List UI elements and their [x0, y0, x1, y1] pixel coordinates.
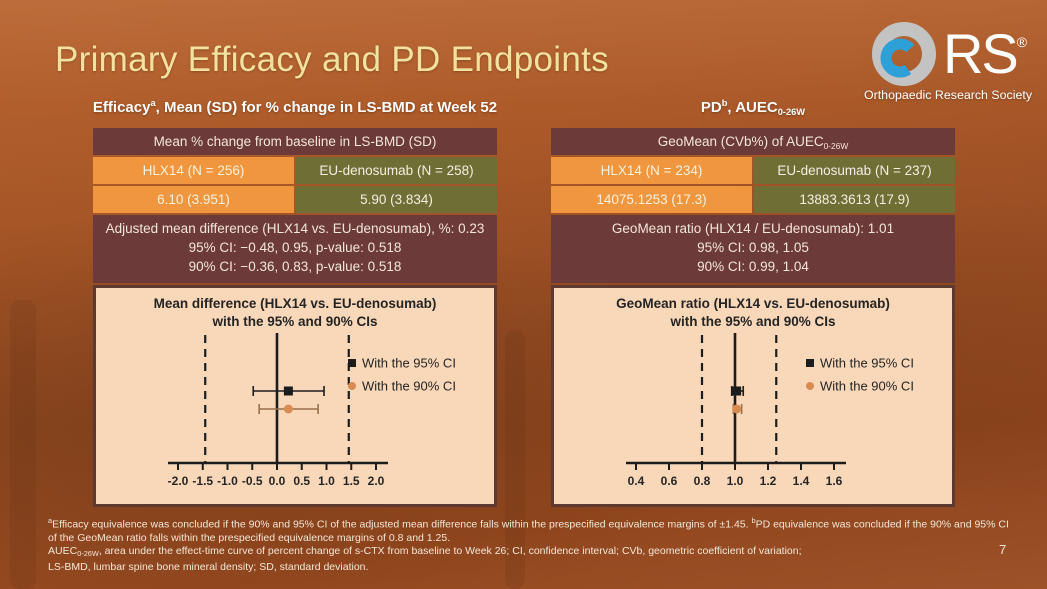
svg-text:1.0: 1.0: [727, 474, 744, 488]
svg-text:1.4: 1.4: [793, 474, 810, 488]
ors-logo-subtitle: Orthopaedic Research Society: [863, 88, 1033, 102]
efficacy-panel-heading: Efficacya, Mean (SD) for % change in LS-…: [92, 98, 498, 116]
pd-panel-heading: PDb, AUEC0-26W: [700, 98, 806, 117]
background-cactus-silhouette: [10, 300, 36, 589]
efficacy-stats-block: Adjusted mean difference (HLX14 vs. EU-d…: [93, 215, 497, 283]
pd-90ci-line: 90% CI: 0.99, 1.04: [697, 259, 809, 274]
svg-text:2.0: 2.0: [368, 474, 385, 488]
svg-text:0.5: 0.5: [293, 474, 310, 488]
efficacy-forest-chart: -2.0 -1.5 -1.0 -0.5 0.0 0.5 1.0 1.5 2.0 With the …: [168, 332, 456, 488]
svg-text:-1.0: -1.0: [217, 474, 238, 488]
efficacy-eu-denosumab-column-label: EU-denosumab (N = 258): [296, 157, 497, 184]
pd-table-header: GeoMean (CVb%) of AUEC0-26W: [551, 128, 955, 155]
efficacy-table-header: Mean % change from baseline in LS-BMD (S…: [93, 128, 497, 155]
svg-text:-1.5: -1.5: [192, 474, 213, 488]
pd-95ci-line: 95% CI: 0.98, 1.05: [697, 240, 809, 255]
svg-text:With the 90% CI: With the 90% CI: [362, 378, 456, 393]
efficacy-hlx14-value: 6.10 (3.951): [93, 186, 294, 213]
footnote-line: of the GeoMean ratio falls within the pr…: [48, 531, 451, 544]
pd-forest-chart: 0.4 0.6 0.8 1.0 1.2 1.4 1.6 With the 95% CI With…: [626, 332, 914, 488]
svg-text:1.2: 1.2: [760, 474, 777, 488]
efficacy-90ci-line: 90% CI: −0.36, 0.83, p-value: 0.518: [188, 259, 402, 274]
svg-text:With the 95% CI: With the 95% CI: [820, 355, 914, 370]
footnote-line: LS-BMD, lumbar spine bone mineral densit…: [48, 560, 369, 573]
pd-forest-plot: GeoMean ratio (HLX14 vs. EU-denosumab) w…: [551, 285, 955, 507]
svg-text:0.8: 0.8: [694, 474, 711, 488]
pd-table: GeoMean (CVb%) of AUEC0-26W HLX14 (N = 2…: [551, 128, 955, 507]
pd-eu-denosumab-column-label: EU-denosumab (N = 237): [754, 157, 955, 184]
efficacy-95ci-line: 95% CI: −0.48, 0.95, p-value: 0.518: [188, 240, 402, 255]
pd-geomean-ratio: GeoMean ratio (HLX14 / EU-denosumab): 1.…: [611, 221, 895, 236]
svg-text:1.0: 1.0: [318, 474, 335, 488]
svg-text:With the 90% CI: With the 90% CI: [820, 378, 914, 393]
page-title: Primary Efficacy and PD Endpoints: [55, 40, 609, 79]
svg-text:With the 95% CI: With the 95% CI: [362, 355, 456, 370]
pd-panel: PDb, AUEC0-26W GeoMean (CVb%) of AUEC0-2…: [551, 98, 955, 507]
footnote-line: aEfficacy equivalence was concluded if t…: [48, 516, 1009, 531]
svg-text:-2.0: -2.0: [168, 474, 189, 488]
svg-text:0.4: 0.4: [628, 474, 645, 488]
table-row: 6.10 (3.951) 5.90 (3.834): [93, 186, 497, 213]
efficacy-adjusted-mean-difference: Adjusted mean difference (HLX14 vs. EU-d…: [105, 221, 485, 236]
pd-hlx14-value: 14075.1253 (17.3): [551, 186, 752, 213]
efficacy-plot-title: Mean difference (HLX14 vs. EU-denosumab)…: [153, 296, 437, 329]
footnote-line: AUEC0-26W, area under the effect-time cu…: [48, 545, 802, 559]
svg-text:-0.5: -0.5: [242, 474, 263, 488]
efficacy-eu-denosumab-value: 5.90 (3.834): [296, 186, 497, 213]
ors-logo-o-mark: [871, 22, 936, 86]
svg-text:1.6: 1.6: [826, 474, 843, 488]
pd-plot-title: GeoMean ratio (HLX14 vs. EU-denosumab) w…: [616, 296, 890, 329]
table-row: HLX14 (N = 256) EU-denosumab (N = 258): [93, 157, 497, 184]
table-row: HLX14 (N = 234) EU-denosumab (N = 237): [551, 157, 955, 184]
svg-text:0.6: 0.6: [661, 474, 678, 488]
ors-logo: RS® Orthopaedic Research Society: [856, 18, 1040, 102]
efficacy-hlx14-column-label: HLX14 (N = 256): [93, 157, 294, 184]
footnotes: aEfficacy equivalence was concluded if t…: [48, 514, 1040, 574]
svg-text:0.0: 0.0: [269, 474, 286, 488]
pd-eu-denosumab-value: 13883.3613 (17.9): [754, 186, 955, 213]
registered-trademark-icon: ®: [1016, 34, 1028, 50]
efficacy-panel: Efficacya, Mean (SD) for % change in LS-…: [93, 98, 497, 507]
pd-hlx14-column-label: HLX14 (N = 234): [551, 157, 752, 184]
efficacy-table: Mean % change from baseline in LS-BMD (S…: [93, 128, 497, 507]
pd-stats-block: GeoMean ratio (HLX14 / EU-denosumab): 1.…: [551, 215, 955, 283]
ors-logo-rs-text: RS®: [942, 22, 1028, 85]
efficacy-forest-plot: Mean difference (HLX14 vs. EU-denosumab)…: [93, 285, 497, 507]
svg-text:1.5: 1.5: [343, 474, 360, 488]
table-row: 14075.1253 (17.3) 13883.3613 (17.9): [551, 186, 955, 213]
page-number: 7: [999, 542, 1007, 557]
